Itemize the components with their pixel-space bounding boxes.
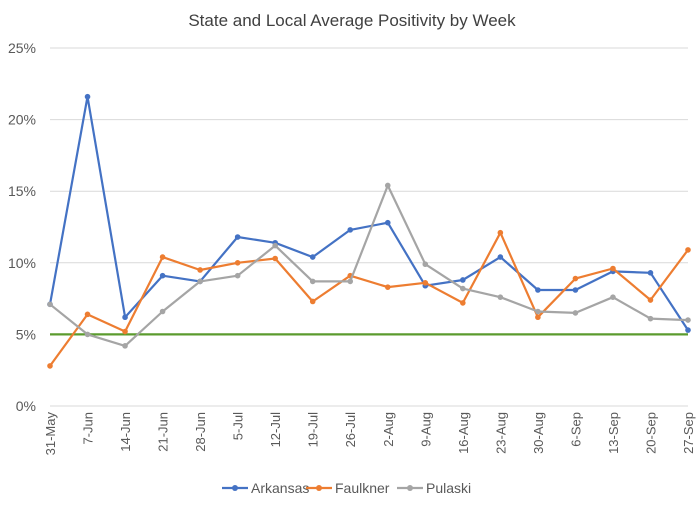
series-arkansas	[47, 93, 691, 333]
x-tick-label: 23-Aug	[493, 412, 508, 454]
x-tick-label: 9-Aug	[418, 412, 433, 447]
data-point	[497, 294, 504, 300]
x-axis-ticks: 31-May 7-Jun 14-Jun 21-Jun 28-Jun 5-Jul 12-Jul…	[43, 412, 696, 456]
y-axis-ticks: 0% 5% 10% 15% 20% 25%	[8, 40, 36, 414]
x-tick-label: 28-Jun	[193, 412, 208, 452]
data-point	[610, 265, 616, 272]
y-tick-label: 10%	[8, 255, 36, 271]
data-point	[497, 254, 504, 260]
legend-item-faulkner: Faulkner	[306, 480, 390, 496]
data-point	[84, 311, 91, 318]
data-point	[272, 255, 278, 262]
data-point	[347, 227, 354, 233]
y-tick-label: 5%	[16, 326, 36, 342]
data-point	[159, 308, 166, 315]
x-tick-label: 30-Aug	[531, 412, 546, 454]
x-tick-label: 20-Sep	[643, 412, 658, 454]
legend: Arkansas Faulkner Pulaski	[222, 480, 471, 496]
data-point	[84, 93, 91, 100]
series-layer	[47, 93, 691, 369]
data-point	[685, 247, 691, 253]
data-point	[309, 254, 316, 260]
x-tick-label: 6-Sep	[568, 412, 583, 447]
x-tick-label: 5-Jul	[231, 412, 246, 440]
x-tick-label: 27-Sep	[681, 412, 696, 454]
series-faulkner	[47, 229, 691, 369]
data-point	[122, 343, 128, 349]
legend-label: Pulaski	[426, 480, 471, 496]
y-tick-label: 0%	[16, 398, 36, 414]
data-point	[647, 297, 654, 303]
legend-label: Arkansas	[251, 480, 309, 496]
x-tick-label: 2-Aug	[381, 412, 396, 447]
data-point	[347, 278, 354, 285]
data-point	[685, 327, 691, 333]
x-tick-label: 21-Jun	[156, 412, 171, 452]
chart-title: State and Local Average Positivity by We…	[188, 11, 516, 30]
data-point	[647, 315, 654, 322]
data-point	[647, 270, 654, 276]
series-line	[48, 95, 689, 331]
data-point	[234, 234, 241, 240]
data-point	[309, 278, 316, 285]
data-point	[234, 272, 241, 279]
data-point	[610, 294, 616, 300]
x-tick-label: 26-Jul	[343, 412, 358, 448]
data-point	[685, 317, 691, 323]
x-tick-label: 13-Sep	[606, 412, 621, 454]
data-point	[572, 310, 579, 316]
data-point	[234, 260, 241, 266]
y-tick-label: 15%	[8, 183, 36, 199]
series-line	[49, 231, 689, 367]
data-point	[572, 287, 579, 293]
data-point	[384, 182, 391, 189]
data-point	[159, 254, 166, 260]
data-point	[460, 300, 466, 306]
data-point	[422, 280, 429, 286]
data-point	[272, 242, 278, 249]
legend-marker	[316, 485, 322, 491]
data-point	[384, 284, 391, 290]
data-point	[497, 229, 504, 236]
data-point	[122, 314, 128, 321]
legend-marker	[407, 485, 413, 491]
data-point	[122, 328, 128, 335]
legend-item-arkansas: Arkansas	[222, 480, 309, 496]
data-point	[84, 331, 91, 338]
data-point	[422, 261, 429, 268]
data-point	[159, 272, 166, 279]
data-point	[535, 308, 541, 315]
y-tick-label: 20%	[8, 112, 36, 128]
x-tick-label: 12-Jul	[268, 412, 283, 448]
legend-label: Faulkner	[335, 480, 390, 496]
x-tick-label: 31-May	[43, 412, 58, 456]
data-point	[460, 277, 466, 283]
data-point	[309, 298, 316, 305]
data-point	[197, 267, 203, 273]
data-point	[572, 275, 579, 282]
data-point	[384, 219, 391, 226]
legend-marker	[232, 485, 238, 491]
series-line	[49, 184, 689, 347]
y-tick-label: 25%	[8, 40, 36, 56]
data-point	[460, 285, 466, 292]
data-point	[47, 363, 53, 369]
data-point	[47, 301, 53, 308]
x-tick-label: 14-Jun	[118, 412, 133, 452]
legend-item-pulaski: Pulaski	[397, 480, 471, 496]
data-point	[197, 278, 203, 285]
data-point	[535, 314, 541, 321]
x-tick-label: 16-Aug	[456, 412, 471, 454]
x-tick-label: 7-Jun	[81, 412, 96, 445]
x-tick-label: 19-Jul	[306, 412, 321, 448]
series-pulaski	[47, 182, 691, 349]
data-point	[535, 287, 541, 293]
